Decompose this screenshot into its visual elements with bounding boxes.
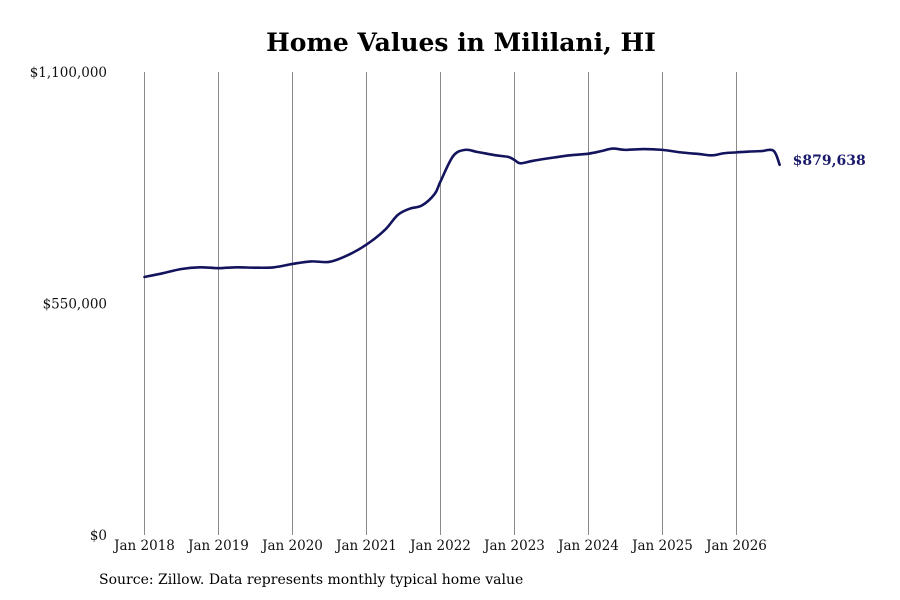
x-tick-label: Jan 2026 [704, 538, 767, 554]
end-value-label: $879,638 [793, 153, 866, 169]
x-tick-label: Jan 2022 [408, 538, 471, 554]
grid-lines [144, 72, 737, 535]
y-tick-label: $0 [90, 528, 107, 544]
x-axis-ticks: Jan 2018 Jan 2019 Jan 2020 Jan 2021 Jan 2022… [112, 538, 767, 554]
y-tick-label: $550,000 [43, 297, 107, 313]
x-tick-label: Jan 2020 [260, 538, 323, 554]
series-layer [143, 147, 781, 279]
x-tick-label: Jan 2025 [630, 538, 693, 554]
x-tick-label: Jan 2024 [556, 538, 619, 554]
x-tick-label: Jan 2023 [482, 538, 545, 554]
x-tick-label: Jan 2018 [112, 538, 175, 554]
chart-title: Home Values in Mililani, HI [266, 28, 656, 57]
x-tick-label: Jan 2021 [334, 538, 397, 554]
home-value-series-line [143, 147, 781, 279]
y-tick-label: $1,100,000 [30, 65, 107, 81]
chart-source-note: Source: Zillow. Data represents monthly … [99, 572, 524, 588]
y-axis-ticks: $0 $550,000 $1,100,000 [30, 65, 107, 544]
x-tick-label: Jan 2019 [186, 538, 249, 554]
